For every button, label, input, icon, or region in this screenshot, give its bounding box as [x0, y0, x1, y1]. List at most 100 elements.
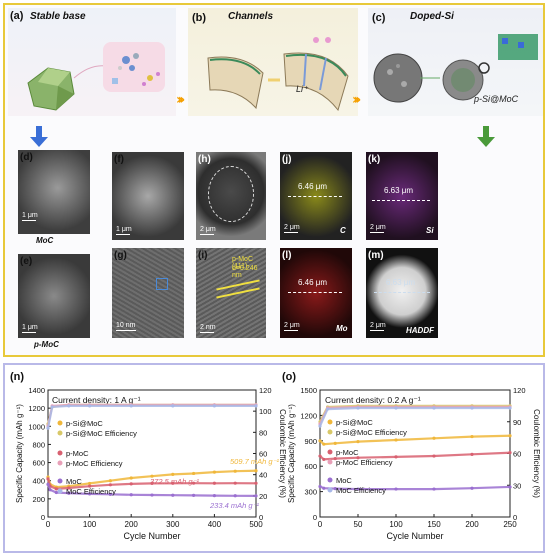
value-label: 509.7 mAh g⁻¹ [230, 457, 279, 466]
data-point [470, 406, 474, 410]
data-point [67, 491, 71, 495]
y-tick-label: 1000 [28, 422, 45, 431]
data-point [254, 404, 258, 408]
legend-entry: MoC [66, 477, 82, 486]
legend-marker [57, 420, 63, 426]
x-tick-label: 400 [208, 520, 222, 529]
y2-tick-label: 120 [513, 386, 526, 395]
panel-k-label: (k) [368, 154, 381, 165]
x-tick-label: 200 [125, 520, 139, 529]
y-tick-label: 400 [32, 477, 45, 486]
value-label: 233.4 mAh g⁻¹ [209, 501, 259, 510]
data-point [254, 481, 258, 485]
panel-f-label: (f) [114, 154, 124, 165]
data-point [171, 404, 175, 408]
y-tick-label: 300 [304, 488, 317, 497]
legend-marker [327, 429, 333, 435]
current-density-label: Current density: 1 A g⁻¹ [52, 395, 141, 405]
data-point [356, 406, 360, 410]
scale-bar-label: 1 μm [22, 212, 38, 219]
data-point [192, 493, 196, 498]
data-point [508, 451, 512, 455]
data-point [318, 484, 322, 489]
y-tick-label: 0 [41, 513, 45, 522]
current-density-label: Current density: 0.2 A g⁻¹ [325, 395, 421, 405]
series-line [319, 434, 511, 446]
sem-image-moc: (d) 1 μm [18, 150, 90, 234]
panel-m-label: (m) [368, 250, 384, 261]
data-point [129, 404, 133, 408]
y2-tick-label: 30 [513, 481, 521, 490]
panel-h-label: (h) [198, 154, 211, 165]
lattice-spacing: d=0.246 nm [232, 265, 258, 279]
data-point [322, 486, 326, 490]
legend-marker [327, 459, 333, 465]
legend-entry: p-Si@MoC [66, 419, 103, 428]
data-point [150, 474, 154, 478]
data-point [212, 404, 216, 408]
legend-marker [57, 460, 63, 466]
y-tick-label: 600 [32, 459, 45, 468]
scale-bar-label: 1 μm [22, 324, 38, 331]
panel-l-label: (l) [282, 250, 292, 261]
data-point [432, 406, 436, 410]
sem-image-p-si-moc: (f) 1 μm [112, 152, 184, 240]
x-tick-label: 100 [83, 520, 97, 529]
panel-g-label: (g) [114, 250, 127, 261]
y2-tick-label: 40 [259, 471, 267, 480]
legend-marker [327, 419, 333, 425]
legend-marker [327, 449, 333, 455]
y-tick-label: 600 [304, 462, 317, 471]
x-tick-label: 250 [503, 520, 517, 529]
series-line [319, 451, 511, 461]
data-point [88, 492, 92, 496]
data-point [150, 481, 154, 486]
sem-image-p-moc: (e) 1 μm [18, 254, 90, 338]
series-line [319, 485, 511, 491]
y2-tick-label: 0 [513, 513, 517, 522]
legend-marker [327, 477, 333, 483]
caption-p-moc: p-MoC [34, 340, 59, 349]
y2-tick-label: 90 [513, 418, 521, 427]
diameter-label: 6.63 μm [386, 278, 416, 287]
data-point [508, 434, 512, 438]
legend-marker [327, 487, 333, 493]
data-point [171, 493, 175, 497]
data-point [88, 481, 92, 486]
data-point [129, 493, 133, 497]
legend-marker [57, 488, 63, 494]
arrow-down-icon [483, 126, 489, 138]
x-tick-label: 150 [427, 520, 441, 529]
legend-entry: p-Si@MoC [336, 418, 373, 427]
diameter-label: 6.63 μm [384, 186, 414, 195]
data-point [333, 456, 337, 461]
data-point [356, 440, 360, 444]
scale-bar-label: 10 nm [116, 322, 136, 329]
data-point [356, 456, 360, 460]
legend-marker [57, 478, 63, 484]
data-point [46, 482, 50, 486]
data-point [394, 438, 398, 442]
data-point [318, 439, 322, 443]
data-point [108, 479, 112, 483]
magnifier-icon [478, 62, 490, 74]
data-point [212, 481, 216, 485]
y2-tick-label: 0 [259, 513, 263, 522]
data-point [508, 406, 512, 410]
data-point [326, 407, 330, 411]
y2-tick-label: 20 [259, 492, 267, 501]
data-point [129, 482, 133, 486]
y-tick-label: 900 [304, 437, 317, 446]
y-axis-label: Specific Capacity (mAh g⁻¹) [287, 404, 296, 503]
data-point [470, 434, 474, 439]
data-point [470, 452, 474, 456]
y-tick-label: 200 [32, 495, 45, 504]
data-point [192, 471, 196, 476]
series-line [46, 404, 256, 429]
element-label: Si [426, 226, 434, 235]
x-tick-label: 0 [46, 520, 51, 529]
panel-b-label: (b) [192, 12, 207, 24]
data-point [318, 424, 322, 428]
y2-tick-label: 80 [259, 428, 267, 437]
